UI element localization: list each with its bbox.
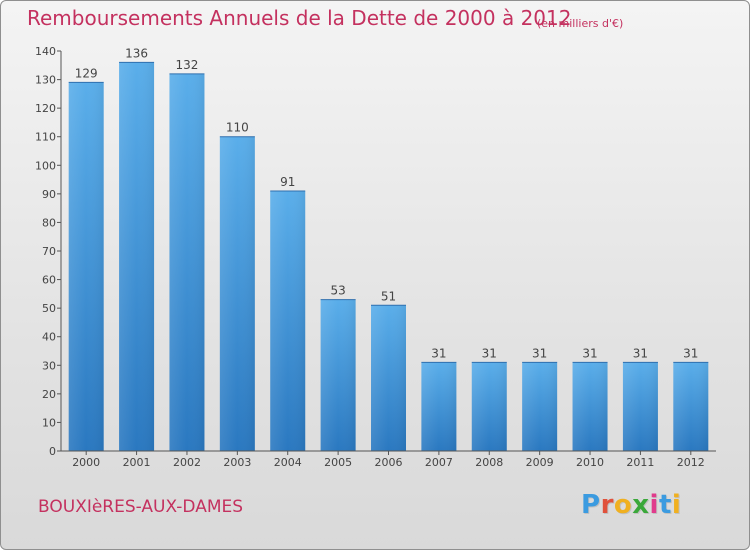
logo-letter: P [581, 490, 601, 520]
x-tick-label: 2010 [576, 456, 604, 469]
bar-value-label: 31 [532, 346, 547, 360]
y-tick-label: 10 [42, 416, 56, 429]
bar-shine [219, 136, 255, 451]
y-tick-label: 60 [42, 274, 56, 287]
bar-shine [169, 73, 205, 451]
logo-letter: t [658, 490, 672, 520]
y-tick-label: 80 [42, 216, 56, 229]
y-tick-label: 100 [35, 159, 56, 172]
bar-value-label: 31 [633, 346, 648, 360]
x-tick-label: 2002 [173, 456, 201, 469]
bar-shine [371, 305, 406, 451]
x-tick-label: 2009 [526, 456, 554, 469]
x-tick-label: 2005 [324, 456, 352, 469]
logo-letter: i [649, 490, 659, 520]
logo-letter: i [671, 490, 682, 520]
bar-shine [622, 362, 658, 451]
x-tick-label: 2006 [375, 456, 403, 469]
bar-shine [68, 82, 104, 451]
y-axis: 0 10 20 30 40 50 60 70 80 90 100 110 120 130 140 [35, 45, 62, 458]
y-tick-label: 110 [35, 131, 56, 144]
x-axis: 2000 2001 2002 2003 2004 2005 2006 2007 2008 2009… [61, 450, 716, 469]
x-tick-label: 2011 [626, 456, 654, 469]
bar-shine [270, 191, 306, 451]
bar-value-label: 31 [482, 346, 497, 360]
bar-value-label: 31 [683, 346, 698, 360]
y-tick-label: 0 [49, 445, 56, 458]
y-tick-label: 140 [35, 45, 56, 58]
logo-letter: o [613, 490, 633, 520]
bar-value-label: 110 [226, 121, 249, 135]
y-tick-label: 90 [42, 188, 56, 201]
x-tick-label: 2001 [123, 456, 151, 469]
bar-shine [320, 299, 356, 451]
x-tick-label: 2008 [475, 456, 503, 469]
y-tick-label: 20 [42, 388, 56, 401]
bar-shine [522, 362, 558, 451]
y-tick-label: 120 [35, 102, 56, 115]
bars: 129 136 132 110 91 53 51 31 31 31 31 31 31 [68, 46, 709, 452]
bar-shine [119, 62, 155, 452]
y-tick-label: 70 [42, 245, 56, 258]
logo-letter: r [600, 490, 614, 520]
bar-shine [572, 362, 608, 451]
proxiti-logo: Proxiti [581, 490, 681, 520]
chart-title: Remboursements Annuels de la Dette de 20… [27, 6, 572, 30]
bar-value-label: 53 [330, 284, 345, 298]
y-tick-label: 40 [42, 331, 56, 344]
bar-value-label: 31 [431, 346, 446, 360]
bar-value-label: 91 [280, 175, 295, 189]
bar-value-label: 31 [582, 346, 597, 360]
unit-note: (en milliers d'€) [537, 17, 624, 30]
bar-value-label: 129 [75, 66, 98, 80]
bar-shine [673, 362, 709, 451]
bar-value-label: 51 [381, 289, 396, 303]
logo-letter: x [632, 490, 650, 520]
x-tick-label: 2004 [274, 456, 302, 469]
bar-value-label: 136 [125, 46, 148, 60]
y-tick-label: 130 [35, 74, 56, 87]
x-tick-label: 2007 [425, 456, 453, 469]
bar-shine [421, 362, 457, 451]
y-tick-label: 50 [42, 302, 56, 315]
x-tick-label: 2000 [72, 456, 100, 469]
commune-name: BOUXIèRES-AUX-DAMES [38, 497, 244, 517]
x-tick-label: 2003 [223, 456, 251, 469]
x-tick-label: 2012 [677, 456, 705, 469]
bar-value-label: 132 [176, 58, 199, 72]
bar-shine [471, 362, 507, 451]
y-tick-label: 30 [42, 359, 56, 372]
